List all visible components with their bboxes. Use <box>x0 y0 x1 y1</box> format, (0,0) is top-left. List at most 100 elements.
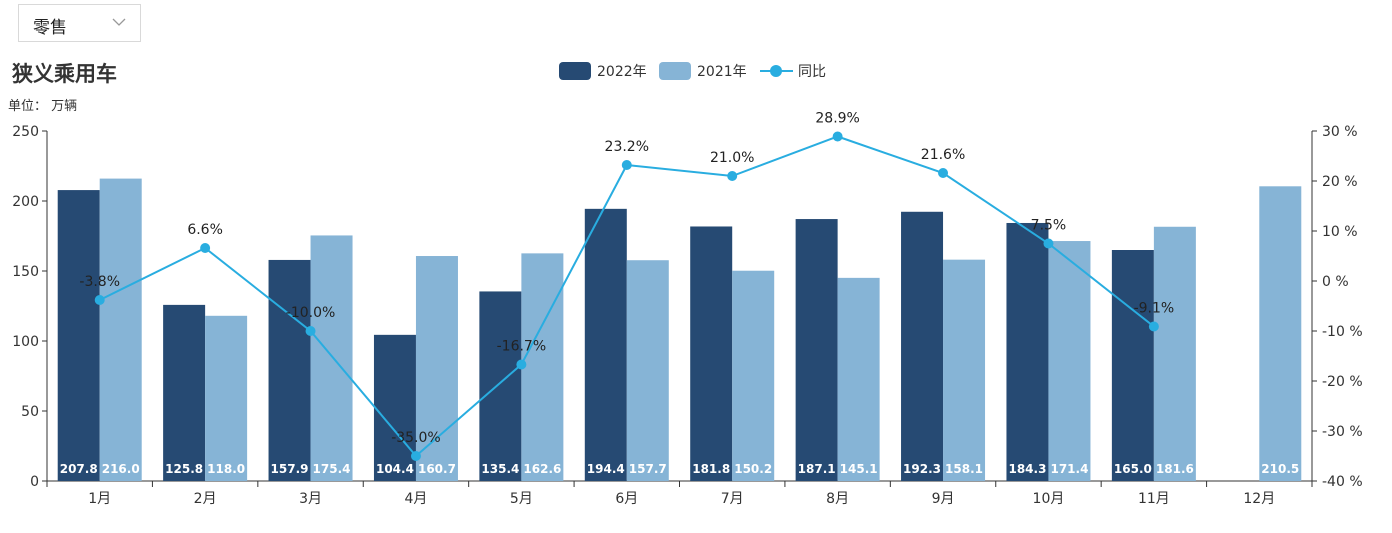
chevron-down-icon <box>112 18 126 26</box>
x-tick-label: 8月 <box>826 491 849 507</box>
bar-2022-label: 157.9 <box>271 462 309 476</box>
category-select[interactable]: 零售 <box>18 4 141 42</box>
x-tick-label: 1月 <box>88 491 111 507</box>
bar-2022-label: 192.3 <box>903 462 941 476</box>
bar-2021 <box>310 235 353 481</box>
bar-2022 <box>373 334 416 481</box>
bar-2021-label: 175.4 <box>313 462 351 476</box>
legend-swatch-2022 <box>559 62 591 80</box>
bar-2021-label: 157.7 <box>629 462 667 476</box>
y-right-tick-label: -40 % <box>1322 474 1363 490</box>
bar-2021-label: 145.1 <box>840 462 878 476</box>
x-tick-label: 10月 <box>1033 491 1065 507</box>
yoy-label: 21.0% <box>710 150 754 166</box>
y-right-tick-label: -10 % <box>1322 324 1363 340</box>
bar-2021-label: 150.2 <box>734 462 772 476</box>
bar-2021-label: 216.0 <box>102 462 140 476</box>
y-left-tick-label: 150 <box>12 264 39 280</box>
bar-2022 <box>1006 222 1049 482</box>
bar-2022-label: 165.0 <box>1114 462 1152 476</box>
chart-title: 狭义乘用车 <box>12 62 117 86</box>
bar-2021 <box>1048 241 1091 481</box>
bar-2022 <box>1111 250 1154 481</box>
yoy-point <box>832 131 843 142</box>
legend-swatch-yoy-dot <box>770 65 782 77</box>
yoy-label: -3.8% <box>79 274 120 290</box>
bar-2021 <box>521 253 564 481</box>
bar-2021 <box>943 259 986 481</box>
x-tick-label: 11月 <box>1138 491 1170 507</box>
bar-2022 <box>268 259 311 481</box>
y-left-tick-label: 200 <box>12 194 39 210</box>
x-tick-label: 4月 <box>404 491 427 507</box>
bar-2022 <box>584 208 627 481</box>
y-left-tick-label: 0 <box>30 474 39 490</box>
bar-2021 <box>626 260 669 481</box>
y-right-tick-label: 0 % <box>1322 274 1349 290</box>
bar-2022-label: 207.8 <box>60 462 98 476</box>
yoy-point <box>410 451 421 461</box>
yoy-point <box>621 160 632 170</box>
bar-2022 <box>795 219 838 481</box>
y-left-tick-label: 100 <box>12 334 39 350</box>
x-tick-label: 12月 <box>1243 491 1275 507</box>
bar-2021 <box>837 277 880 481</box>
yoy-label: 21.6% <box>921 147 965 163</box>
bar-2022-label: 135.4 <box>481 462 519 476</box>
bar-2021 <box>205 315 248 481</box>
yoy-label: 28.9% <box>815 111 859 127</box>
yoy-label: 6.6% <box>187 222 223 238</box>
bar-2022-label: 104.4 <box>376 462 414 476</box>
x-tick-label: 2月 <box>194 491 217 507</box>
bar-2022-label: 187.1 <box>798 462 836 476</box>
y-right-tick-label: -20 % <box>1322 374 1363 390</box>
x-tick-label: 5月 <box>510 491 533 507</box>
legend-label-yoy: 同比 <box>798 64 826 80</box>
bar-2022-label: 184.3 <box>1008 462 1046 476</box>
category-select-value: 零售 <box>33 18 67 38</box>
y-right-tick-label: 10 % <box>1322 224 1358 240</box>
x-tick-label: 9月 <box>932 491 955 507</box>
legend-label-2022: 2022年 <box>597 64 647 80</box>
yoy-label: -9.1% <box>1134 301 1175 317</box>
yoy-label: 23.2% <box>605 139 649 155</box>
bar-2021-label: 158.1 <box>945 462 983 476</box>
yoy-point <box>516 359 527 370</box>
yoy-label: -16.7% <box>497 339 547 355</box>
yoy-point <box>200 243 211 253</box>
bar-2021 <box>415 256 458 481</box>
bar-2021 <box>1153 226 1196 481</box>
yoy-point <box>1148 321 1159 332</box>
yoy-point <box>727 171 738 181</box>
legend-swatch-2021 <box>659 62 691 80</box>
unit-label: 单位： 万辆 <box>8 99 78 114</box>
bar-2021-label: 162.6 <box>523 462 561 476</box>
bar-2022 <box>163 304 206 481</box>
bar-2021-label: 171.4 <box>1050 462 1088 476</box>
x-tick-label: 6月 <box>615 491 638 507</box>
bar-2022 <box>690 226 733 481</box>
y-right-tick-label: 30 % <box>1322 124 1358 140</box>
bar-2022-label: 181.8 <box>692 462 730 476</box>
yoy-label: 7.5% <box>1031 218 1067 234</box>
x-tick-label: 3月 <box>299 491 322 507</box>
yoy-label: -10.0% <box>286 305 336 321</box>
bar-2021 <box>732 270 775 481</box>
bar-2022 <box>479 291 522 481</box>
yoy-point <box>305 326 316 336</box>
bar-2022-label: 194.4 <box>587 462 625 476</box>
bar-2021 <box>99 178 142 481</box>
bar-2021-label: 118.0 <box>207 462 245 476</box>
yoy-point <box>94 295 105 305</box>
bar-2021-label: 160.7 <box>418 462 456 476</box>
bar-2022-label: 125.8 <box>165 462 203 476</box>
y-left-tick-label: 250 <box>12 124 39 140</box>
yoy-point <box>1043 238 1054 249</box>
bar-2022 <box>901 211 944 481</box>
y-right-tick-label: 20 % <box>1322 174 1358 190</box>
bar-2021-label: 210.5 <box>1261 462 1299 476</box>
bar-2021 <box>1259 186 1302 482</box>
y-left-tick-label: 50 <box>21 404 39 420</box>
y-right-tick-label: -30 % <box>1322 424 1363 440</box>
